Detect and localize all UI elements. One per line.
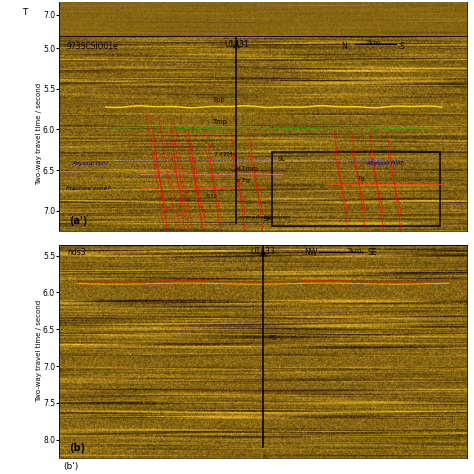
Text: Fracture zone?: Fracture zone?	[66, 186, 111, 191]
Text: Abyssal Hill?: Abyssal Hill?	[72, 161, 109, 166]
Text: nds3: nds3	[68, 248, 86, 257]
Text: Tpp: Tpp	[213, 98, 226, 103]
Text: $\times$ Tg: $\times$ Tg	[235, 176, 251, 185]
Text: (b): (b)	[69, 443, 86, 453]
Text: Layered reflection: Layered reflection	[235, 215, 290, 220]
Text: SL: SL	[277, 156, 285, 162]
Text: T: T	[23, 8, 28, 17]
Bar	[272, 152, 440, 226]
Text: Tmp: Tmp	[213, 118, 228, 125]
Text: N: N	[341, 42, 347, 51]
Text: (a'): (a')	[69, 216, 88, 226]
Text: 973SCSIO01e: 973SCSIO01e	[66, 42, 118, 51]
Text: U1431: U1431	[224, 40, 249, 49]
Text: S: S	[400, 42, 404, 51]
Text: NW: NW	[304, 248, 317, 257]
Text: 2km: 2km	[366, 40, 381, 46]
Text: 2km: 2km	[346, 248, 362, 255]
Text: PS: PS	[269, 335, 277, 341]
Text: f1f2: f1f2	[206, 194, 219, 199]
Text: (b'): (b')	[64, 462, 79, 471]
Text: SE: SE	[368, 248, 377, 257]
Text: 7.42Ma: 7.42Ma	[213, 152, 237, 157]
Text: U1433: U1433	[251, 247, 275, 256]
Text: $\times$ Tmm: $\times$ Tmm	[235, 164, 258, 172]
Text: Abyssal Hill?: Abyssal Hill?	[366, 161, 403, 166]
Y-axis label: Two-way travel time / second: Two-way travel time / second	[36, 301, 42, 402]
Y-axis label: Two-way travel time / second: Two-way travel time / second	[36, 82, 42, 185]
Text: Tg: Tg	[357, 176, 365, 181]
